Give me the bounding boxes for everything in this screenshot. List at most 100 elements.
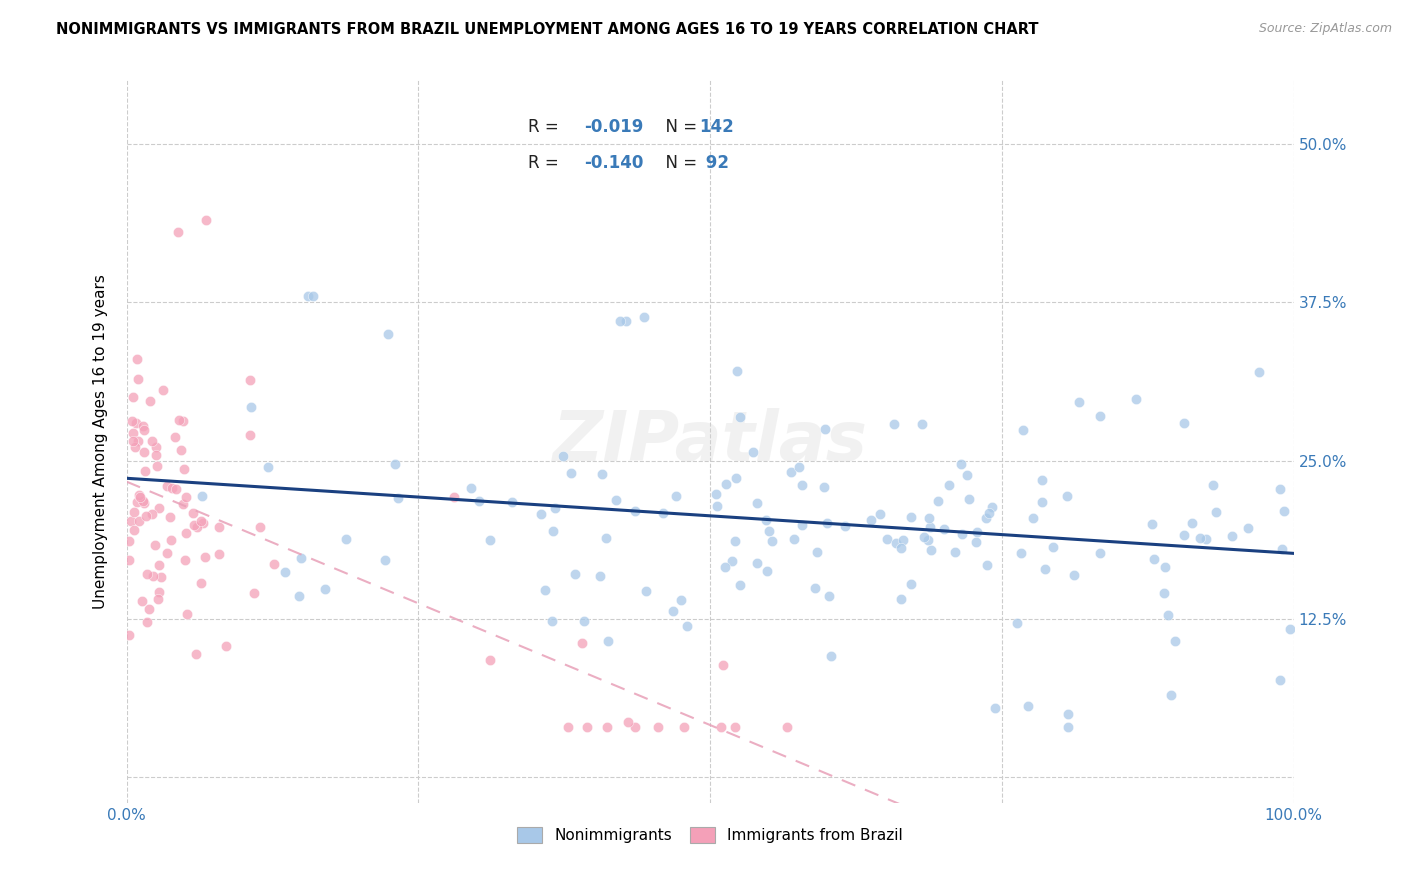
Y-axis label: Unemployment Among Ages 16 to 19 years: Unemployment Among Ages 16 to 19 years bbox=[93, 274, 108, 609]
Point bbox=[132, 496, 155, 510]
Point bbox=[1237, 521, 1260, 535]
Point bbox=[724, 534, 747, 549]
Point bbox=[208, 520, 231, 534]
Point bbox=[564, 567, 586, 582]
Point bbox=[172, 497, 194, 511]
Point bbox=[124, 440, 146, 454]
Point bbox=[814, 422, 837, 436]
Point bbox=[142, 569, 165, 583]
Point bbox=[122, 425, 145, 440]
Point bbox=[1010, 545, 1032, 559]
Point bbox=[122, 524, 145, 538]
Point bbox=[596, 720, 619, 734]
Point bbox=[609, 314, 631, 328]
Point bbox=[981, 500, 1004, 515]
Point bbox=[571, 635, 593, 649]
Point bbox=[950, 527, 973, 541]
Point bbox=[1268, 482, 1291, 496]
Point bbox=[479, 653, 502, 667]
Point bbox=[636, 584, 658, 599]
Point bbox=[617, 715, 640, 730]
Point bbox=[194, 212, 217, 227]
Point bbox=[239, 428, 262, 442]
Point bbox=[704, 486, 727, 500]
Point bbox=[957, 491, 980, 506]
Point bbox=[815, 516, 838, 530]
Text: ZIPatlas: ZIPatlas bbox=[553, 408, 868, 475]
Point bbox=[1143, 552, 1166, 566]
Point bbox=[156, 546, 179, 560]
Point bbox=[125, 416, 148, 430]
Point bbox=[976, 510, 998, 524]
Point bbox=[384, 457, 406, 471]
Point bbox=[1056, 720, 1078, 734]
Point bbox=[860, 513, 883, 527]
Point bbox=[134, 464, 156, 478]
Point bbox=[1153, 585, 1175, 599]
Point bbox=[257, 460, 280, 475]
Point bbox=[1090, 546, 1112, 560]
Point bbox=[576, 720, 599, 734]
Point bbox=[624, 504, 647, 518]
Point bbox=[1125, 392, 1147, 406]
Point bbox=[1173, 527, 1195, 541]
Point bbox=[118, 534, 141, 549]
Point bbox=[302, 289, 325, 303]
Point bbox=[541, 524, 564, 538]
Point bbox=[1272, 503, 1295, 517]
Point bbox=[918, 520, 941, 534]
Point bbox=[242, 585, 264, 599]
Point bbox=[374, 552, 396, 566]
Text: NONIMMIGRANTS VS IMMIGRANTS FROM BRAZIL UNEMPLOYMENT AMONG AGES 16 TO 19 YEARS C: NONIMMIGRANTS VS IMMIGRANTS FROM BRAZIL … bbox=[56, 22, 1039, 37]
Point bbox=[121, 413, 143, 427]
Point bbox=[834, 518, 856, 533]
Point bbox=[557, 720, 579, 734]
Point bbox=[633, 310, 655, 324]
Text: 92: 92 bbox=[700, 153, 728, 172]
Text: -0.019: -0.019 bbox=[585, 118, 644, 136]
Point bbox=[148, 558, 170, 573]
Point bbox=[900, 510, 922, 524]
Point bbox=[533, 583, 555, 598]
Point bbox=[598, 633, 620, 648]
Point bbox=[136, 615, 159, 629]
Point bbox=[917, 533, 939, 547]
Point bbox=[725, 364, 748, 378]
Point bbox=[813, 479, 835, 493]
Point bbox=[193, 516, 215, 531]
Point bbox=[755, 513, 778, 527]
Point bbox=[128, 488, 150, 502]
Point bbox=[938, 478, 960, 492]
Point bbox=[817, 590, 839, 604]
Text: N =: N = bbox=[655, 118, 702, 136]
Point bbox=[761, 534, 783, 549]
Point bbox=[136, 566, 159, 581]
Point bbox=[1022, 510, 1045, 524]
Point bbox=[1012, 423, 1035, 437]
Point bbox=[745, 496, 768, 510]
Point bbox=[148, 585, 170, 599]
Point bbox=[215, 640, 238, 654]
Point bbox=[966, 524, 988, 539]
Point bbox=[120, 514, 142, 528]
Point bbox=[1157, 608, 1180, 623]
Point bbox=[876, 533, 898, 547]
Point bbox=[728, 577, 751, 591]
Point bbox=[1031, 495, 1053, 509]
Point bbox=[544, 501, 567, 516]
Point bbox=[186, 647, 208, 661]
Text: R =: R = bbox=[529, 118, 564, 136]
Point bbox=[1173, 416, 1195, 430]
Point bbox=[478, 533, 501, 548]
Point bbox=[890, 592, 912, 607]
Point bbox=[1195, 533, 1218, 547]
Point bbox=[194, 550, 217, 565]
Point bbox=[541, 614, 564, 628]
Point bbox=[138, 601, 160, 615]
Point bbox=[387, 491, 409, 505]
Point bbox=[672, 720, 695, 734]
Point bbox=[724, 471, 747, 485]
Point bbox=[191, 489, 214, 503]
Point bbox=[665, 489, 688, 503]
Point bbox=[730, 409, 752, 424]
